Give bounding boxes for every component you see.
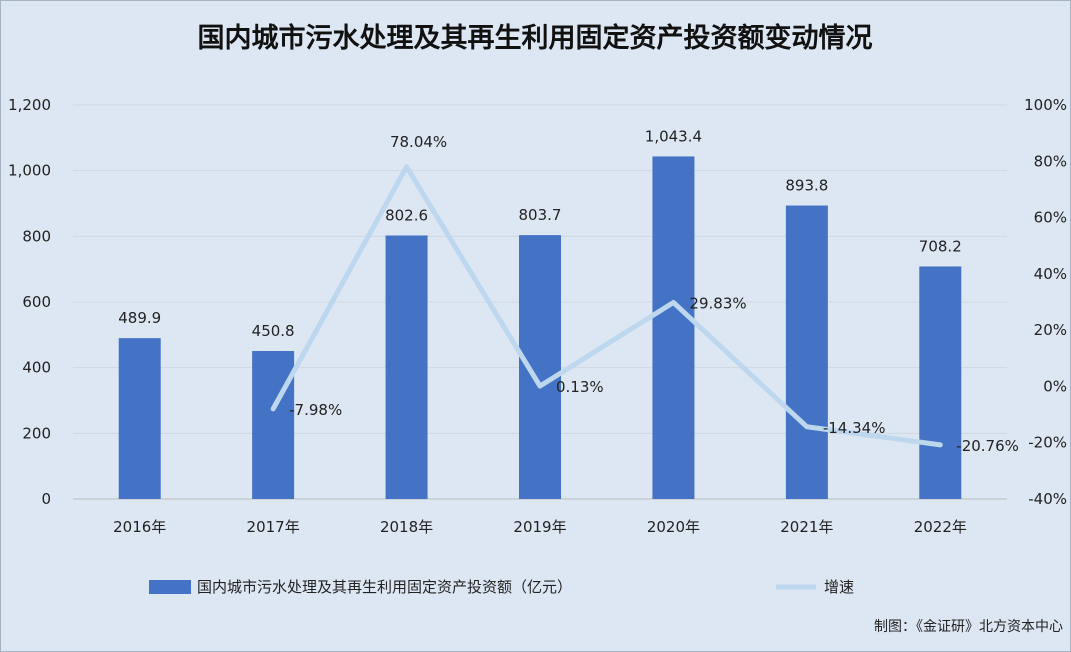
legend: 国内城市污水处理及其再生利用固定资产投资额（亿元） 增速 xyxy=(149,578,854,596)
bar xyxy=(919,266,962,499)
left-tick-label: 400 xyxy=(22,359,51,377)
bar-data-label: 893.8 xyxy=(785,177,828,195)
x-axis: 2016年 2017年 2018年 2019年 2020年 2021年 2022年 xyxy=(113,518,967,536)
right-tick-label: 40% xyxy=(1034,265,1067,283)
left-tick-label: 1,200 xyxy=(8,96,51,114)
x-tick-label: 2019年 xyxy=(513,518,566,536)
left-tick-label: 800 xyxy=(22,227,51,245)
line-data-label: 78.04% xyxy=(390,133,447,151)
left-axis: 0 200 400 600 800 1,000 1,200 xyxy=(8,96,51,508)
line-data-label: 0.13% xyxy=(556,378,604,396)
right-axis: -40% -20% 0% 20% 40% 60% 80% 100% xyxy=(1024,96,1067,508)
right-tick-label: 100% xyxy=(1024,96,1067,114)
bar-series xyxy=(118,156,962,500)
left-tick-label: 0 xyxy=(41,490,51,508)
legend-swatch-bar xyxy=(149,580,191,594)
legend-label-bar: 国内城市污水处理及其再生利用固定资产投资额（亿元） xyxy=(197,578,572,596)
bar xyxy=(118,338,161,499)
line-data-label: -20.76% xyxy=(956,437,1019,455)
bar-data-label: 450.8 xyxy=(252,322,295,340)
x-tick-label: 2016年 xyxy=(113,518,166,536)
bar xyxy=(785,205,828,500)
right-tick-label: -40% xyxy=(1028,490,1067,508)
x-tick-label: 2017年 xyxy=(247,518,300,536)
line-data-label: -7.98% xyxy=(289,401,342,419)
left-tick-label: 1,000 xyxy=(8,162,51,180)
bar xyxy=(385,235,428,499)
right-tick-label: 0% xyxy=(1043,377,1067,395)
bar-data-label: 803.7 xyxy=(519,206,562,224)
bar xyxy=(652,156,695,500)
x-tick-label: 2020年 xyxy=(647,518,700,536)
right-tick-label: -20% xyxy=(1028,434,1067,452)
bar-data-label: 708.2 xyxy=(919,237,962,255)
bar-data-label: 489.9 xyxy=(118,309,161,327)
bar-data-label: 802.6 xyxy=(385,206,428,224)
bar xyxy=(252,350,295,499)
x-tick-label: 2018年 xyxy=(380,518,433,536)
left-tick-label: 200 xyxy=(22,424,51,442)
bar-data-label: 1,043.4 xyxy=(645,127,702,145)
legend-label-line: 增速 xyxy=(824,578,854,596)
right-tick-label: 80% xyxy=(1034,152,1067,170)
x-tick-label: 2022年 xyxy=(914,518,967,536)
left-tick-label: 600 xyxy=(22,293,51,311)
right-tick-label: 20% xyxy=(1034,321,1067,339)
bar xyxy=(519,235,561,499)
line-data-label: 29.83% xyxy=(689,294,746,312)
growth-line xyxy=(270,164,943,448)
data-labels: 489.9 450.8 802.6 803.7 1,043.4 893.8 708.2 -7.… xyxy=(118,127,1019,454)
chart-title: 国内城市污水处理及其再生利用固定资产投资额变动情况 xyxy=(198,22,873,54)
source-note: 制图：《金证研》北方资本中心 xyxy=(874,619,1063,635)
right-tick-label: 60% xyxy=(1034,209,1067,227)
line-data-label: -14.34% xyxy=(823,419,886,437)
line-series xyxy=(270,164,943,448)
x-tick-label: 2021年 xyxy=(780,518,833,536)
